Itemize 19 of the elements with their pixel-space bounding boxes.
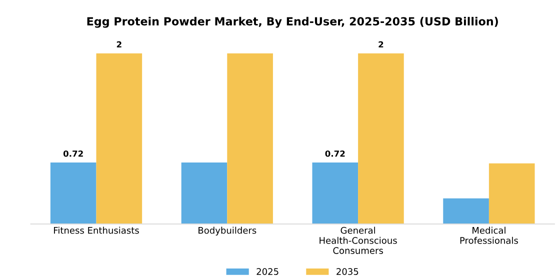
bar — [443, 198, 489, 224]
legend-label: 2035 — [336, 268, 358, 275]
x-tick-label: Fitness Enthusiasts — [54, 226, 139, 234]
chart-title: Egg Protein Powder Market, By End-User, 2025-2035 (USD Billion) — [87, 16, 498, 28]
data-label: 0.72 — [325, 150, 345, 157]
legend-label: 2025 — [256, 268, 278, 275]
data-label: 2 — [378, 41, 384, 48]
bar — [358, 53, 404, 224]
data-label: 0.72 — [63, 150, 83, 157]
bar — [312, 162, 358, 224]
bar — [50, 162, 96, 224]
bar — [96, 53, 142, 224]
bar — [488, 163, 535, 224]
bar — [181, 162, 228, 224]
data-label: 2 — [116, 41, 122, 48]
x-tick-label: Medical Professionals — [460, 226, 518, 244]
x-tick-label: Bodybuilders — [198, 226, 256, 236]
x-tick-label: General Health-Conscious Consumers — [320, 226, 397, 254]
bar — [227, 53, 273, 224]
